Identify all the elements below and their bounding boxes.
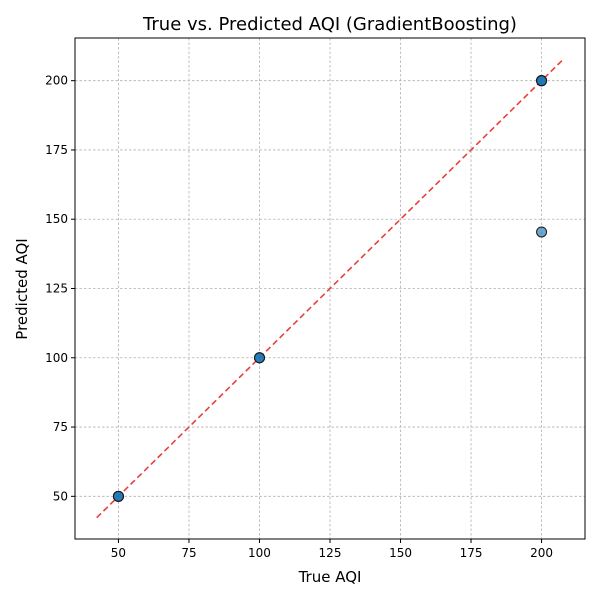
data-point [253,352,265,364]
y-tick-label: 150 [45,212,68,226]
y-tick-label: 100 [45,351,68,365]
data-point [536,75,548,87]
x-tick-label: 125 [319,546,342,560]
x-tick-label: 100 [248,546,271,560]
data-point [112,490,124,502]
y-tick-label: 175 [45,143,68,157]
data-points [112,75,548,502]
x-tick-label: 75 [181,546,196,560]
y-tick-label: 50 [53,489,68,503]
x-tick-label: 175 [460,546,483,560]
x-tick-label: 200 [530,546,553,560]
y-tick-label: 125 [45,282,68,296]
chart-title: True vs. Predicted AQI (GradientBoosting… [142,14,517,35]
y-axis-label: Predicted AQI [13,238,31,339]
y-tick-label: 75 [53,420,68,434]
x-axis-ticks: 50 75 100 125 150 175 200 [111,539,553,560]
identity-reference-line [96,58,564,519]
x-axis-label: True AQI [298,568,362,586]
y-axis-ticks: 50 75 100 125 150 175 200 [45,74,75,503]
reference-line-layer [96,58,564,519]
x-tick-label: 150 [389,546,412,560]
grid [75,38,585,539]
x-tick-label: 50 [111,546,126,560]
data-point [536,226,548,238]
y-tick-label: 200 [45,74,68,88]
